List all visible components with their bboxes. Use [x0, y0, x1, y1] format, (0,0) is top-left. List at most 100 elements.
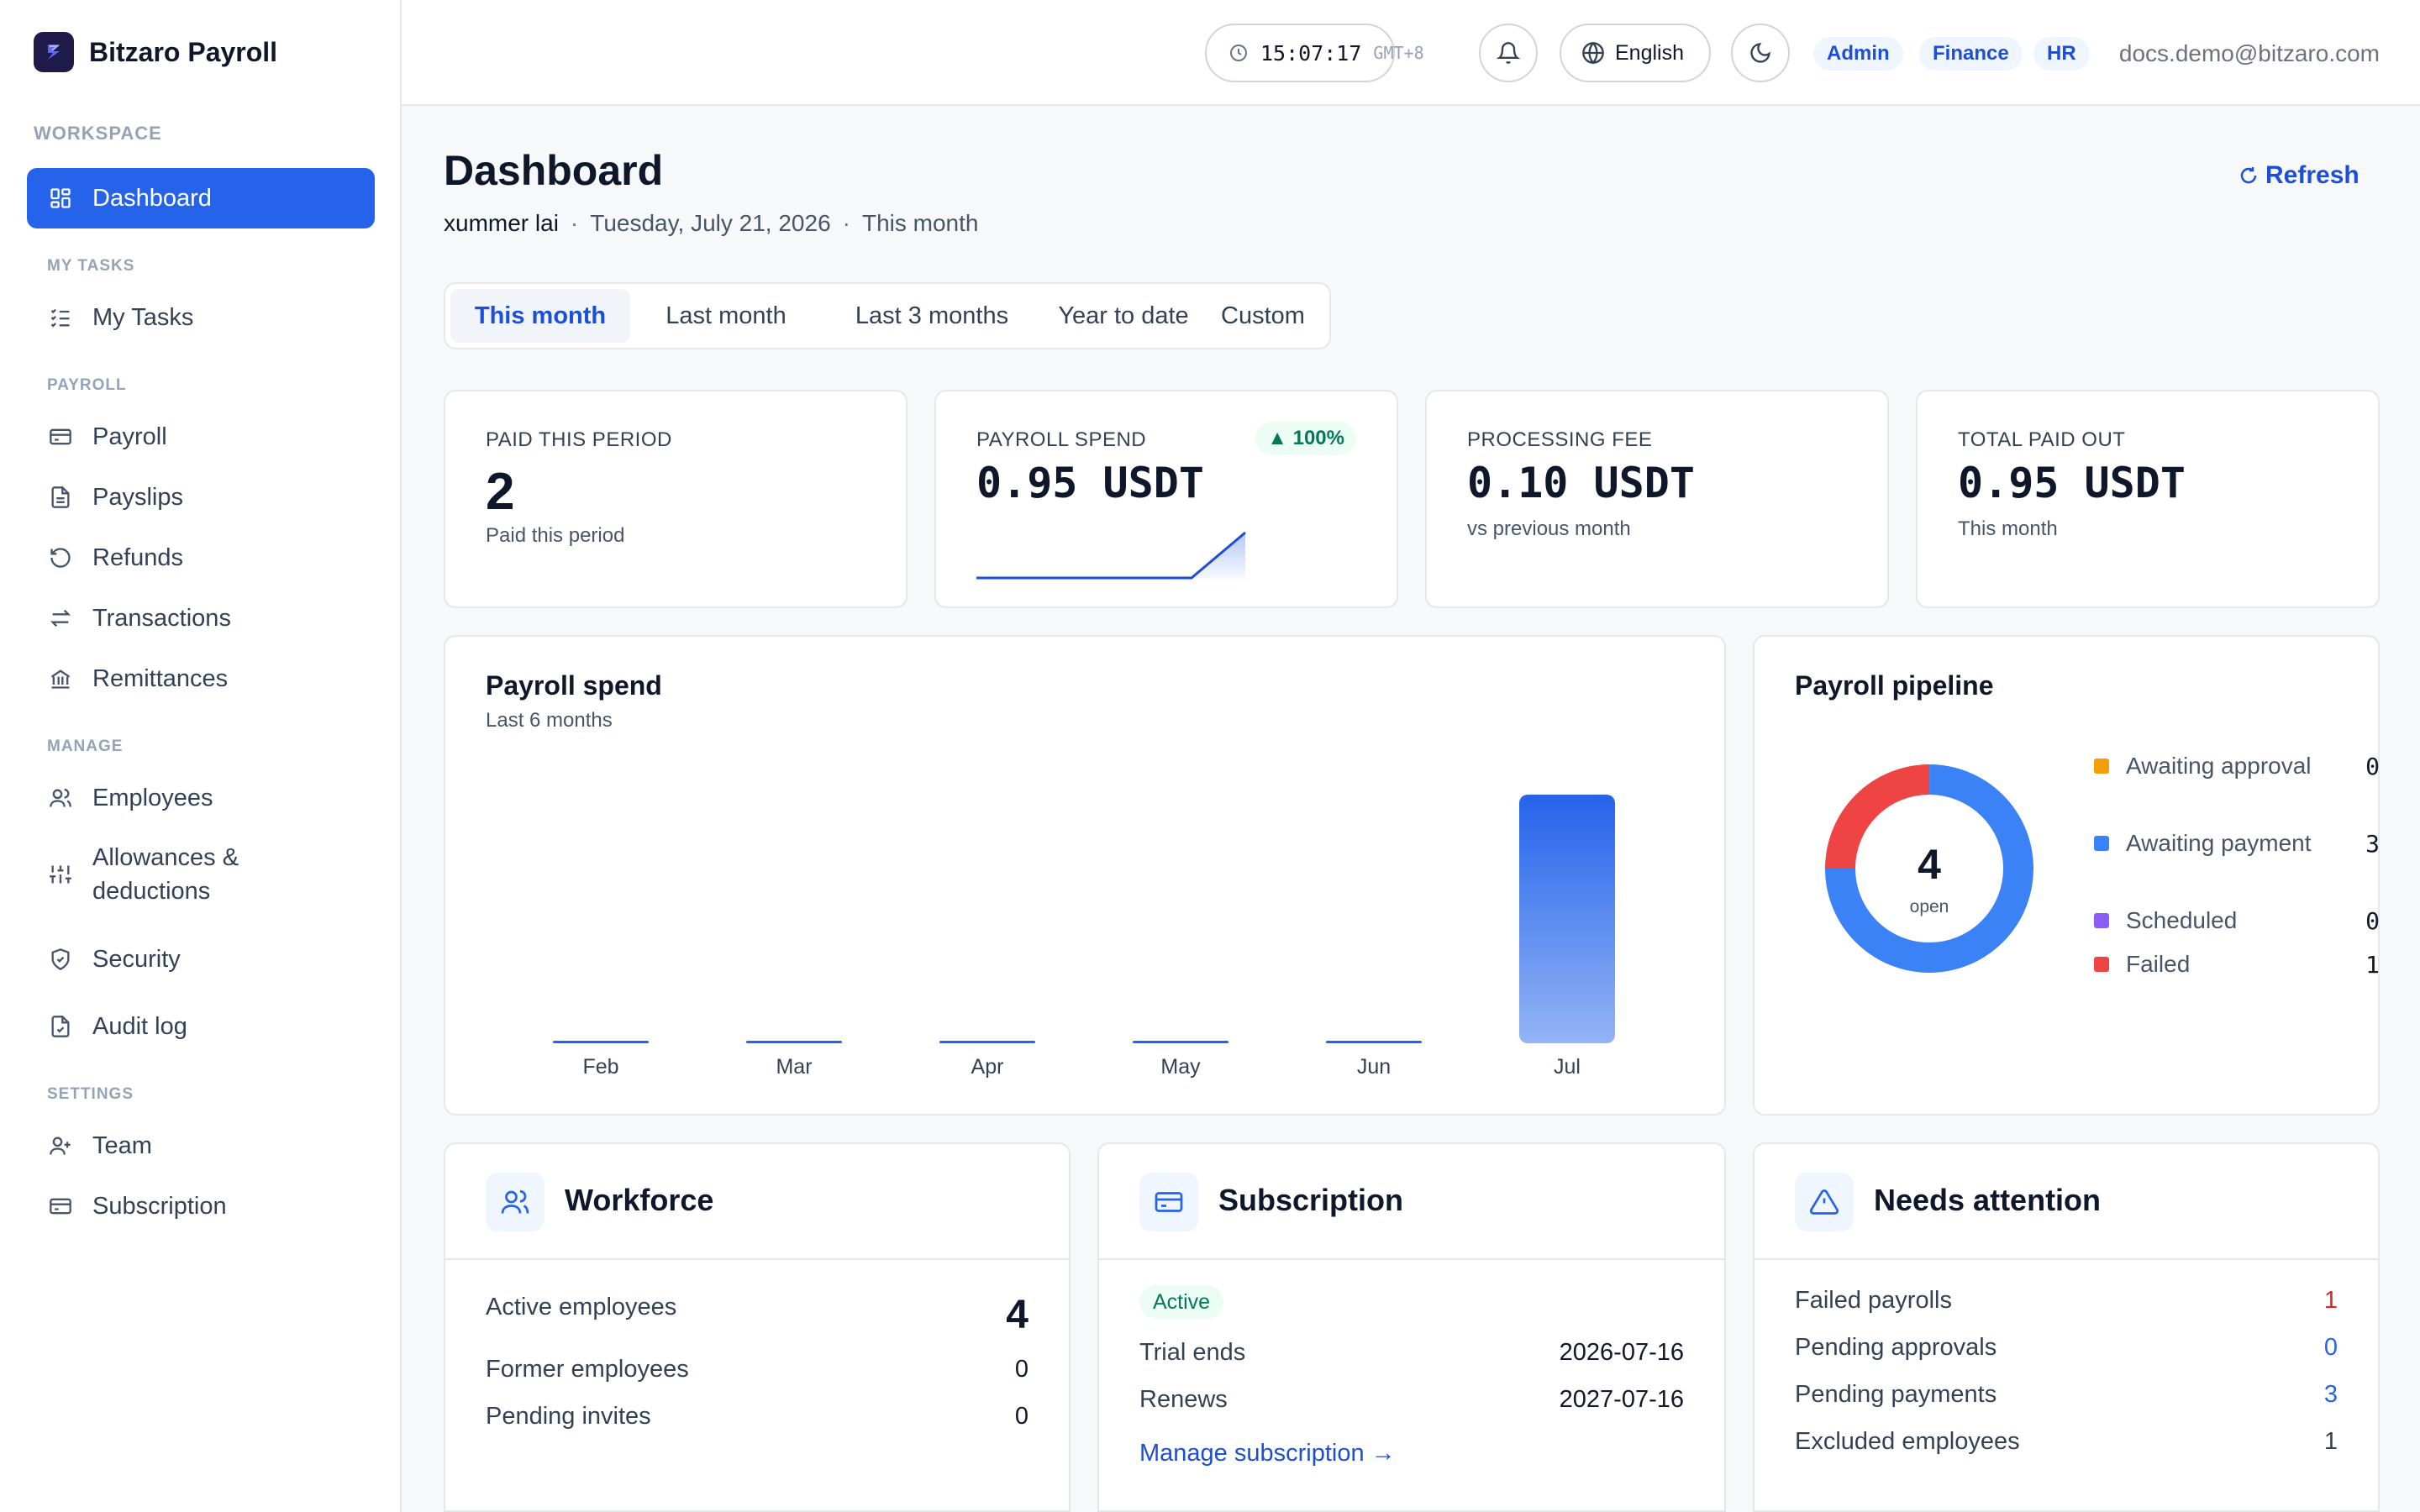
subscription-status-badge: Active [1139, 1285, 1224, 1319]
kpi-value: 2 [486, 463, 515, 521]
brand-logo-icon [34, 32, 74, 72]
attention-row-failed[interactable]: Failed payrolls 1 [1795, 1287, 2338, 1315]
bar-may[interactable] [1133, 1041, 1228, 1043]
bar-jul[interactable] [1519, 795, 1615, 1043]
row-label: Pending invites [486, 1403, 651, 1430]
attention-row-excluded[interactable]: Excluded employees 1 [1795, 1428, 2338, 1456]
section-label-payroll: PAYROLL [47, 376, 127, 394]
shield-icon [47, 946, 74, 973]
page-subtitle: xummer lai · Tuesday, July 21, 2026 · Th… [444, 210, 978, 237]
sidebar-item-refunds[interactable]: Refunds [27, 528, 375, 588]
sidebar-item-label: Employees [92, 784, 213, 811]
section-label-my-tasks: MY TASKS [47, 257, 135, 275]
manage-subscription-link[interactable]: Manage subscription → [1139, 1440, 1396, 1467]
pipeline-title: Payroll pipeline [1795, 670, 1994, 701]
needs-attention-card: Needs attention Failed payrolls 1 Pendin… [1753, 1142, 2380, 1512]
language-selector[interactable]: English [1560, 24, 1711, 82]
row-label: Active employees [486, 1293, 677, 1320]
credit-card-icon [47, 1193, 74, 1220]
payroll-spend-card: Payroll spend Last 6 months Feb Mar Apr May… [444, 635, 1726, 1116]
attention-card-header: Needs attention [1754, 1144, 2378, 1260]
sidebar-item-label: My Tasks [92, 303, 194, 331]
sidebar-item-employees[interactable]: Employees [27, 768, 375, 828]
section-label-workspace: WORKSPACE [34, 123, 162, 144]
kpi-label: TOTAL PAID OUT [1958, 428, 2126, 451]
sidebar-item-remittances[interactable]: Remittances [27, 648, 375, 709]
notifications-button[interactable] [1479, 24, 1538, 82]
bar-jun[interactable] [1326, 1041, 1422, 1043]
globe-icon [1581, 41, 1605, 65]
sidebar-item-payroll[interactable]: Payroll [27, 407, 375, 467]
legend-row-awaiting-payment: Awaiting payment 3 [2094, 827, 2380, 860]
dashboard-grid-icon [47, 185, 74, 212]
kpi-card-fee: PROCESSING FEE 0.10 USDT vs previous mon… [1425, 390, 1889, 608]
current-period: This month [861, 210, 979, 236]
sidebar-item-audit-log[interactable]: Audit log [27, 996, 375, 1057]
sidebar-item-label: Team [92, 1131, 152, 1159]
bell-icon [1497, 41, 1520, 65]
sidebar-item-subscription[interactable]: Subscription [27, 1176, 375, 1236]
kpi-value: 0.95 USDT [976, 459, 1204, 507]
topbar: 15:07:17 GMT+8 English Admin Finance HR … [402, 0, 2420, 106]
bar-mar[interactable] [746, 1041, 842, 1043]
sidebar-item-label: Dashboard [92, 184, 212, 212]
kpi-label: PROCESSING FEE [1467, 428, 1653, 451]
kpi-label: PAID THIS PERIOD [486, 428, 672, 451]
tab-custom[interactable]: Custom [1221, 302, 1305, 329]
x-tick-label: Feb [582, 1055, 618, 1079]
tab-last-3-months[interactable]: Last 3 months [855, 302, 1009, 329]
current-date: Tuesday, July 21, 2026 [590, 210, 831, 236]
row-label: Excluded employees [1795, 1428, 2020, 1455]
row-label: Failed payrolls [1795, 1287, 1952, 1314]
sidebar-item-my-tasks[interactable]: My Tasks [27, 287, 375, 348]
pipeline-total: 4 [1918, 841, 1941, 888]
language-label: English [1615, 40, 1684, 65]
subscription-card-header: Subscription [1099, 1144, 1724, 1260]
legend-value: 1 [2365, 950, 2380, 979]
users-icon [47, 785, 74, 811]
payroll-pipeline-card: Payroll pipeline 4 open Awaiting approva… [1753, 635, 2380, 1116]
clock-time: 15:07:17 [1260, 40, 1362, 66]
sidebar-item-dashboard[interactable]: Dashboard [27, 168, 375, 228]
spend-sparkline [976, 531, 1246, 581]
tab-year-to-date[interactable]: Year to date [1058, 302, 1189, 329]
row-value: 0 [2323, 1334, 2338, 1361]
sidebar-item-label: Allowances & deductions [92, 841, 239, 908]
sidebar-item-allowances[interactable]: Allowances & deductions [27, 837, 375, 912]
legend-swatch [2094, 913, 2109, 928]
bank-icon [47, 665, 74, 692]
row-value: 2026-07-16 [1559, 1339, 1684, 1366]
chart-subtitle: Last 6 months [486, 709, 613, 732]
legend-label: Awaiting payment [2126, 830, 2312, 856]
file-check-icon [47, 1013, 74, 1040]
kpi-sub: This month [1958, 517, 2058, 540]
refresh-button[interactable]: Refresh [2238, 161, 2360, 190]
brand[interactable]: Bitzaro Payroll [34, 32, 277, 72]
kpi-card-spend: PAYROLL SPEND ▲ 100% 0.95 USDT [934, 390, 1398, 608]
row-value: 4 [1006, 1292, 1028, 1337]
legend-row-scheduled: Scheduled 0 [2094, 904, 2380, 937]
clock-widget[interactable]: 15:07:17 GMT+8 [1205, 24, 1424, 82]
sidebar-item-team[interactable]: Team [27, 1116, 375, 1176]
bar-feb[interactable] [553, 1041, 649, 1043]
legend-swatch [2094, 957, 2109, 972]
user-email[interactable]: docs.demo@bitzaro.com [2118, 40, 2380, 66]
row-label: Pending approvals [1795, 1334, 1997, 1361]
warning-triangle-icon [1795, 1173, 1854, 1231]
bar-apr[interactable] [939, 1041, 1035, 1043]
kpi-value: 0.10 USDT [1467, 459, 1695, 507]
tab-last-month[interactable]: Last month [666, 302, 786, 329]
tab-this-month[interactable]: This month [450, 289, 630, 343]
x-tick-label: Apr [971, 1055, 1004, 1079]
attention-row-payments[interactable]: Pending payments 3 [1795, 1381, 2338, 1409]
task-list-icon [47, 304, 74, 331]
attention-title: Needs attention [1874, 1183, 2102, 1217]
sidebar-item-transactions[interactable]: Transactions [27, 588, 375, 648]
attention-row-approvals[interactable]: Pending approvals 0 [1795, 1334, 2338, 1362]
subscription-card: Subscription Active Trial ends 2026-07-1… [1097, 1142, 1726, 1512]
section-label-manage: MANAGE [47, 738, 124, 755]
sidebar-item-security[interactable]: Security [27, 929, 375, 990]
donut-slice-failed[interactable] [1825, 764, 2033, 973]
sidebar-item-payslips[interactable]: Payslips [27, 467, 375, 528]
theme-toggle-button[interactable] [1731, 24, 1790, 82]
